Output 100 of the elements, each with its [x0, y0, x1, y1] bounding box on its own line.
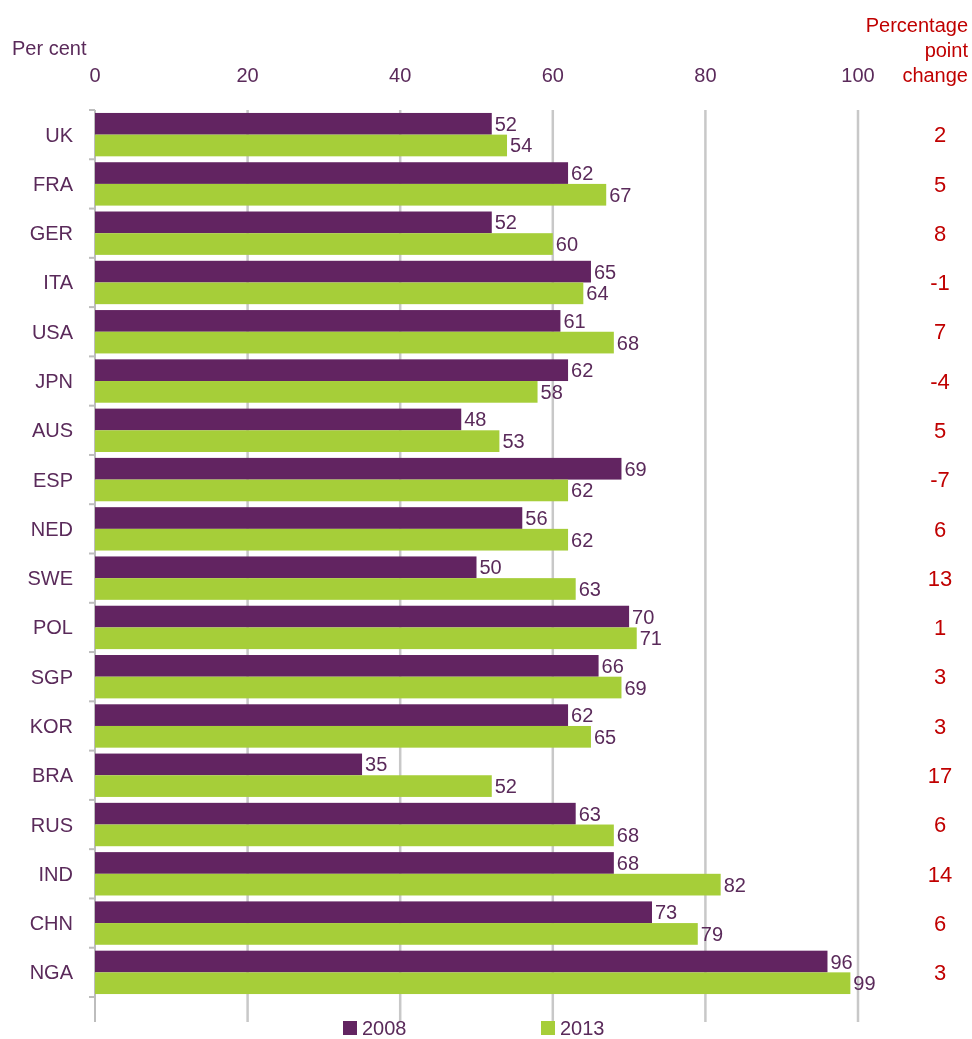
data-label: 82 — [723, 873, 746, 896]
y-tick-label: ITA — [43, 271, 74, 294]
y-tick-label: FRA — [33, 172, 74, 195]
bar — [95, 430, 500, 452]
bar — [95, 112, 492, 135]
text: 5 — [933, 171, 947, 197]
text: 7 — [933, 319, 947, 345]
data-label: 67 — [609, 183, 632, 206]
bar — [95, 725, 591, 748]
y-tick-label: BRA — [31, 764, 74, 787]
data-label: 99 — [853, 972, 876, 995]
data-label: 71 — [639, 627, 662, 650]
data-label: 54 — [510, 134, 533, 157]
text: 3 — [933, 713, 947, 739]
bar — [95, 331, 614, 354]
x-tick-label: 80 — [694, 64, 717, 86]
data-label: 62 — [571, 528, 594, 551]
y-tick-label: USA — [31, 320, 74, 343]
data-label: 52 — [494, 112, 518, 135]
x-tick-label: 20 — [236, 64, 259, 86]
text: 6 — [933, 516, 947, 542]
bar — [95, 556, 477, 579]
y-tick-label: SWE — [27, 567, 73, 590]
y-tick-label: NGA — [29, 961, 74, 984]
x-tick-label: 60 — [541, 64, 564, 86]
data-label: 65 — [593, 725, 617, 748]
text: -7 — [930, 467, 950, 493]
text: 1 — [933, 615, 947, 641]
bar — [95, 655, 599, 677]
x-tick-label: 100 — [841, 64, 875, 86]
data-label: 69 — [624, 457, 647, 480]
x-tick-label: 40 — [389, 64, 412, 86]
data-label: 64 — [586, 282, 609, 305]
bar — [95, 802, 576, 825]
bar — [95, 627, 637, 650]
data-label: 62 — [571, 359, 594, 382]
data-label: 68 — [616, 851, 640, 874]
text: 8 — [933, 220, 947, 246]
x-tick-label: 0 — [89, 64, 101, 86]
data-label: 62 — [571, 704, 594, 727]
bar — [95, 260, 591, 283]
data-label: 63 — [578, 577, 601, 600]
data-label: 69 — [624, 676, 647, 699]
text: 3 — [933, 664, 947, 690]
text: 13 — [927, 565, 953, 591]
data-label: 52 — [494, 775, 518, 798]
bar — [95, 578, 576, 600]
y-tick-label: JPN — [35, 370, 73, 393]
bar — [95, 211, 492, 234]
bar — [95, 528, 569, 551]
bar — [95, 775, 492, 797]
bar — [95, 852, 614, 874]
x-axis-title: Per cent — [12, 37, 87, 59]
bar — [95, 282, 584, 305]
y-tick-label: RUS — [30, 813, 73, 836]
data-label: 58 — [540, 380, 563, 403]
data-label: 96 — [830, 950, 853, 973]
data-label: 63 — [578, 802, 601, 825]
data-label: 62 — [571, 479, 594, 502]
y-tick-label: NED — [30, 517, 73, 540]
y-tick-label: POL — [32, 616, 73, 639]
y-tick-label: AUS — [31, 419, 73, 442]
bar — [95, 972, 851, 995]
bar — [95, 824, 614, 847]
data-label: 52 — [494, 211, 518, 234]
legend-label: 2008 — [362, 1017, 407, 1039]
y-tick-label: SGP — [30, 665, 73, 688]
text: 6 — [933, 910, 947, 936]
data-label: 73 — [654, 901, 678, 924]
bar — [95, 381, 538, 403]
bar — [95, 134, 508, 157]
bar — [95, 753, 363, 776]
data-label: 66 — [601, 654, 624, 677]
text: -1 — [930, 270, 950, 296]
data-label: 60 — [555, 233, 579, 256]
y-tick-label: KOR — [29, 714, 73, 737]
bar — [95, 233, 553, 255]
bar — [95, 901, 652, 924]
y-tick-label: GER — [29, 222, 73, 245]
data-label: 79 — [700, 922, 724, 945]
data-label: 62 — [571, 162, 594, 185]
bar — [95, 310, 561, 332]
text: 17 — [927, 762, 953, 788]
text: -4 — [930, 368, 950, 394]
bar — [95, 507, 523, 529]
bar — [95, 950, 828, 973]
y-tick-label: UK — [45, 123, 74, 146]
legend-label: 2013 — [560, 1017, 605, 1039]
data-label: 70 — [632, 605, 655, 628]
y-tick-label: ESP — [32, 468, 73, 491]
bar — [95, 704, 569, 726]
text: 3 — [933, 960, 947, 986]
y-tick-label: CHN — [29, 912, 73, 935]
bar — [95, 479, 569, 502]
data-label: 50 — [479, 556, 502, 579]
bar — [95, 457, 622, 480]
y-tick-label: IND — [38, 862, 73, 885]
text: 2 — [933, 122, 947, 148]
bar — [95, 873, 721, 896]
bar — [95, 162, 569, 184]
